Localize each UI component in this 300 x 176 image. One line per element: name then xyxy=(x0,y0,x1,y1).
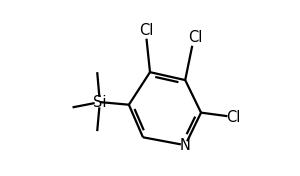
Text: Cl: Cl xyxy=(226,110,241,125)
Text: Cl: Cl xyxy=(139,23,154,38)
Text: N: N xyxy=(180,138,190,153)
Text: Si: Si xyxy=(93,95,106,110)
Text: Cl: Cl xyxy=(189,30,203,45)
